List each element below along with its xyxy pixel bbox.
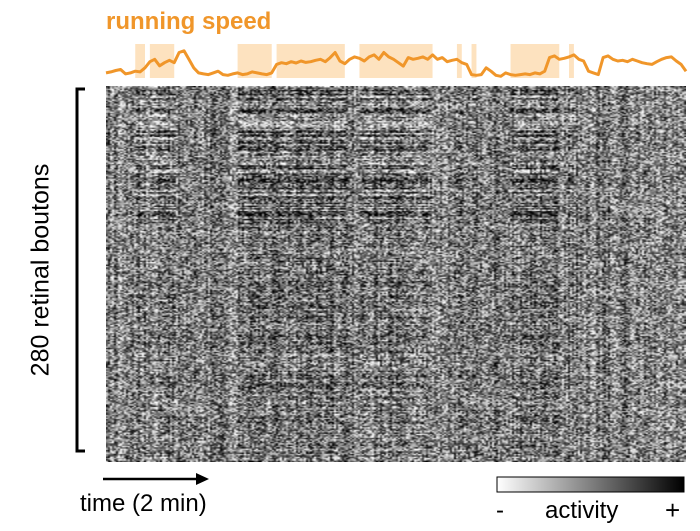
bouton-activity-heatmap [106,86,686,462]
time-arrow-head [196,473,209,485]
running-period-band [569,44,574,78]
colorbar-max-label: + [665,495,681,525]
boutons-axis-label: 280 retinal boutons [26,163,55,377]
running-period-band [135,44,145,78]
running-speed-title: running speed [106,8,272,35]
running-period-band [471,44,477,78]
colorbar-label: activity [545,497,619,524]
time-axis-label: time (2 min) [80,490,207,517]
boutons-bracket [75,87,85,453]
colorbar-min-label: - [496,497,504,524]
running-speed-line [105,49,688,78]
activity-colorbar [496,476,685,493]
